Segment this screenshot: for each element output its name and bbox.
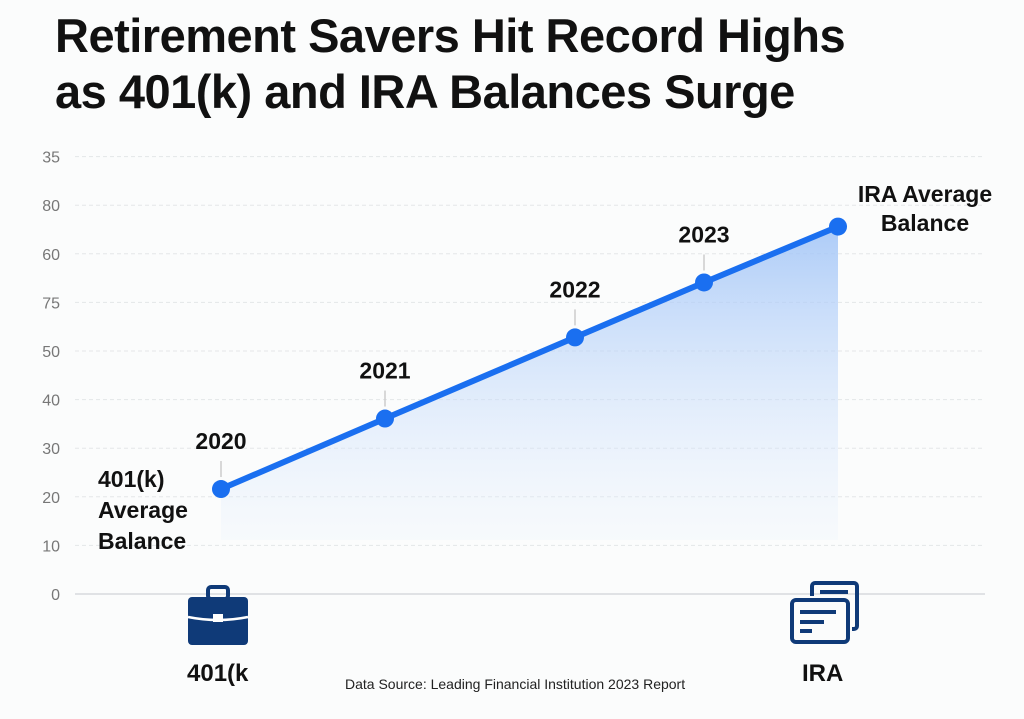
- data-label-2022: 2022: [549, 276, 600, 302]
- data-label-2020: 2020: [195, 428, 246, 454]
- data-point: [829, 217, 847, 236]
- y-tick-label: 40: [42, 393, 60, 410]
- category-label-401k: 401(k: [187, 660, 249, 687]
- category-label-ira: IRA: [802, 660, 844, 687]
- y-tick-label: 10: [42, 538, 60, 555]
- y-tick-label: 75: [42, 295, 60, 312]
- end-annotation: IRA Average: [858, 181, 992, 207]
- y-tick-label: 50: [42, 344, 60, 361]
- title-line-1: Retirement Savers Hit Record Highs: [55, 9, 846, 62]
- start-annotation: Average: [98, 497, 188, 523]
- chart-title: Retirement Savers Hit Record Highs as 401…: [55, 8, 846, 120]
- data-point: [376, 409, 394, 428]
- data-source: Data Source: Leading Financial Instituti…: [345, 676, 686, 692]
- y-tick-label: 30: [42, 441, 60, 458]
- area-fill: [221, 226, 838, 541]
- data-point: [212, 480, 230, 499]
- data-point: [695, 273, 713, 292]
- y-tick-label: 0: [51, 587, 60, 604]
- y-tick-label: 20: [42, 490, 60, 507]
- data-point: [566, 328, 584, 347]
- title-line-2: as 401(k) and IRA Balances Surge: [55, 65, 795, 118]
- y-tick-label: 80: [42, 198, 60, 215]
- start-annotation: 401(k): [98, 466, 164, 492]
- y-tick-label: 60: [42, 247, 60, 264]
- briefcase-icon: [187, 585, 249, 645]
- data-label-2021: 2021: [359, 358, 410, 384]
- documents-icon: [790, 581, 859, 644]
- end-annotation: Balance: [881, 210, 969, 236]
- data-label-2023: 2023: [678, 221, 729, 247]
- start-annotation: Balance: [98, 528, 186, 554]
- y-tick-label: 35: [42, 150, 60, 167]
